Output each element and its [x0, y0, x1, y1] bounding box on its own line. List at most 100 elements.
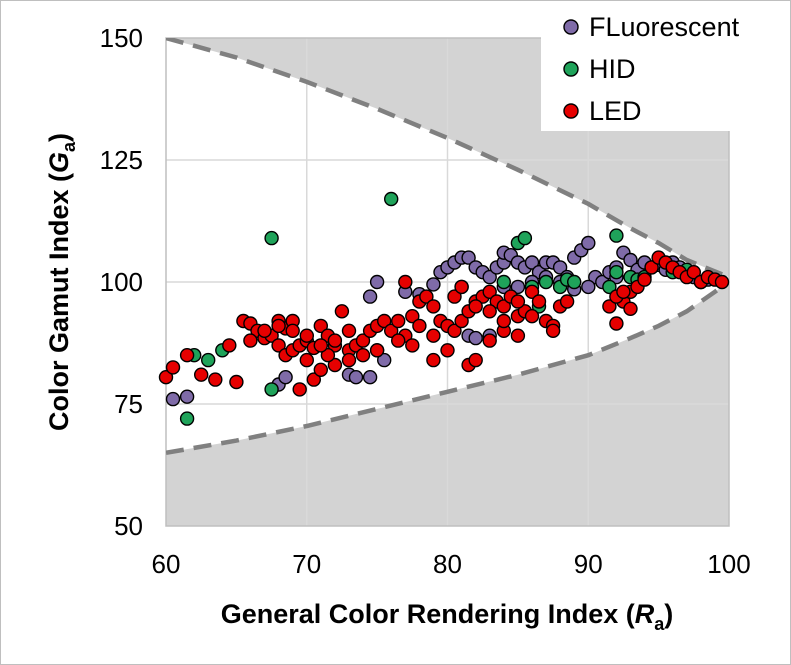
y-tick-label: 125 [100, 145, 143, 175]
hid-point [567, 274, 582, 290]
led-point [405, 309, 420, 324]
legend-label-led: LED [589, 96, 642, 126]
led-point [222, 338, 237, 353]
led-point [510, 328, 526, 343]
fluorescent-point [581, 235, 596, 251]
led-point [257, 323, 272, 338]
led-point [419, 289, 434, 304]
led-point [524, 284, 540, 299]
led-point [271, 318, 286, 334]
hid-point [609, 228, 624, 243]
data-points [158, 191, 730, 426]
led-point [327, 357, 343, 373]
hid-point [538, 274, 554, 290]
led-point [334, 304, 350, 319]
led-point [179, 348, 195, 363]
led-point [426, 352, 441, 368]
fluorescent-point [482, 269, 497, 285]
led-point [412, 318, 427, 334]
led-point [510, 294, 526, 309]
hid-point [602, 279, 617, 295]
led-point [355, 333, 371, 348]
led-point [616, 284, 631, 299]
legend-label-fluorescent: FLuorescent [589, 12, 740, 42]
y-tick-label: 75 [114, 389, 143, 419]
led-point [602, 299, 617, 314]
led-point [482, 333, 497, 348]
led-point [384, 323, 399, 338]
led-point [644, 260, 659, 275]
hid-point [264, 230, 279, 246]
led-point [447, 323, 462, 338]
fluorescent-point [278, 370, 293, 385]
led-point [320, 348, 336, 363]
x-tick-label: 70 [292, 549, 321, 579]
led-point [468, 299, 483, 314]
led-point [426, 299, 441, 314]
legend: FLuorescent HID LED [541, 3, 779, 131]
x-tick-label: 90 [574, 549, 603, 579]
x-tick-label: 80 [433, 549, 462, 579]
led-point [391, 313, 406, 329]
led-point [243, 333, 258, 348]
led-point [292, 382, 307, 397]
fluorescent-point [369, 274, 385, 290]
x-tick-label: 60 [152, 549, 181, 579]
legend-marker-led [563, 103, 579, 119]
led-point [440, 343, 455, 358]
led-point [208, 372, 223, 387]
y-tick-label: 100 [100, 267, 143, 297]
led-point [496, 299, 511, 314]
fluorescent-point [165, 391, 181, 407]
led-point [341, 352, 357, 368]
led-point [313, 362, 328, 377]
hid-point [496, 274, 511, 290]
x-tick-label: 100 [707, 549, 750, 579]
hid-point [609, 265, 624, 280]
hid-point [179, 411, 195, 426]
upper-boundary-dashed-line [166, 38, 729, 280]
led-point [482, 284, 497, 299]
lower-boundary-dashed-line [166, 280, 729, 456]
led-point [377, 313, 392, 329]
fluorescent-point [468, 330, 483, 346]
fluorescent-point [623, 252, 638, 268]
led-point [193, 367, 209, 382]
led-point [327, 333, 343, 348]
led-point [369, 343, 385, 358]
led-point [468, 352, 483, 368]
fluorescent-point [461, 250, 476, 265]
led-point [426, 328, 441, 343]
hid-point [264, 382, 279, 397]
y-tick-label: 50 [114, 511, 143, 541]
led-point [391, 333, 406, 348]
led-point [313, 338, 328, 353]
led-point [609, 316, 624, 331]
fluorescent-point [348, 370, 364, 385]
led-point [686, 265, 701, 280]
y-axis-title: Color Gamut Index (Ga) [44, 133, 79, 431]
led-point [623, 301, 638, 316]
fluorescent-point [581, 279, 596, 295]
led-point [559, 294, 575, 309]
hid-point [384, 191, 399, 207]
fluorescent-point [510, 279, 526, 295]
led-point [531, 294, 547, 309]
led-point [714, 274, 730, 290]
led-point [229, 374, 244, 390]
y-tick-labels: 50 75 100 125 150 [100, 23, 143, 541]
y-tick-label: 150 [100, 23, 143, 53]
led-point [285, 323, 300, 338]
led-point [158, 370, 174, 385]
led-point [496, 313, 511, 329]
legend-box [541, 3, 779, 131]
led-point [306, 372, 321, 387]
led-point [482, 304, 497, 319]
led-point [545, 323, 561, 338]
legend-label-hid: HID [589, 54, 636, 84]
fluorescent-point [426, 277, 441, 292]
led-point [355, 348, 371, 363]
led-point [313, 318, 328, 334]
